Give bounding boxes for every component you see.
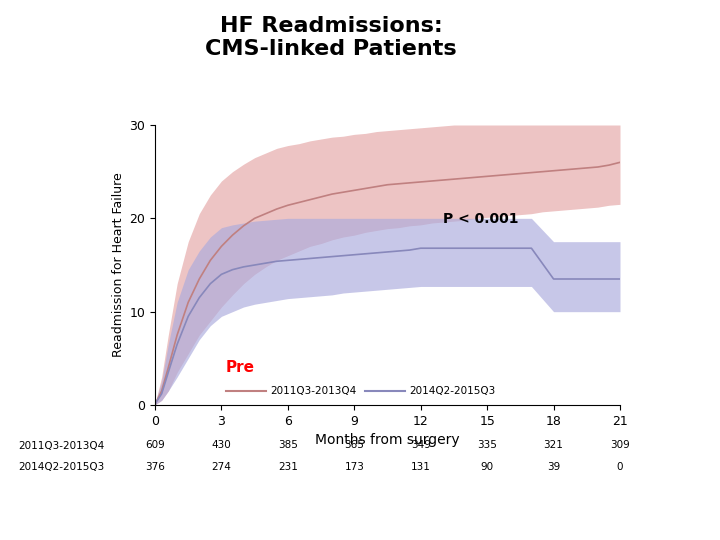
Text: 2011Q3-2013Q4: 2011Q3-2013Q4: [270, 386, 356, 396]
Text: 335: 335: [477, 441, 497, 450]
Text: 274: 274: [212, 462, 231, 472]
Text: 2014Q2-2015Q3: 2014Q2-2015Q3: [18, 462, 104, 472]
Text: 173: 173: [344, 462, 364, 472]
Text: 2011Q3-2013Q4: 2011Q3-2013Q4: [18, 441, 104, 450]
Text: 385: 385: [278, 441, 298, 450]
Text: 2014Q2-2015Q3: 2014Q2-2015Q3: [410, 386, 496, 396]
Text: 231: 231: [278, 462, 298, 472]
Text: 321: 321: [544, 441, 564, 450]
Text: 365: 365: [344, 441, 364, 450]
Text: 609: 609: [145, 441, 165, 450]
Text: Pre: Pre: [226, 360, 255, 375]
Text: 376: 376: [145, 462, 165, 472]
Text: 39: 39: [547, 462, 560, 472]
Text: 90: 90: [480, 462, 494, 472]
Text: 349: 349: [411, 441, 431, 450]
Text: P < 0.001: P < 0.001: [443, 212, 518, 226]
Y-axis label: Readmission for Heart Failure: Readmission for Heart Failure: [112, 173, 125, 357]
Text: HF Readmissions:
CMS-linked Patients: HF Readmissions: CMS-linked Patients: [205, 16, 457, 59]
Text: 0: 0: [617, 462, 624, 472]
Text: 131: 131: [411, 462, 431, 472]
X-axis label: Months from surgery: Months from surgery: [315, 433, 460, 447]
Text: 430: 430: [212, 441, 231, 450]
Text: 309: 309: [610, 441, 630, 450]
